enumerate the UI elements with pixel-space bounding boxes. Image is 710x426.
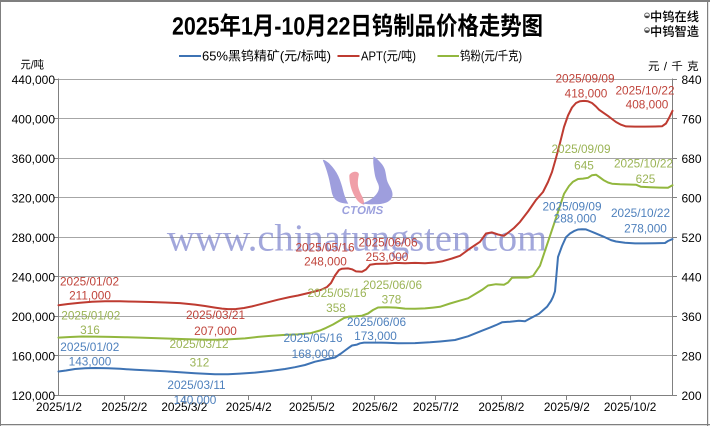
svg-text:2025/03/12: 2025/03/12 (169, 337, 228, 351)
svg-text:2025/10/22: 2025/10/22 (614, 157, 673, 171)
svg-text:143,000: 143,000 (69, 355, 112, 369)
svg-text:2025/06/06: 2025/06/06 (358, 236, 417, 250)
svg-text:312: 312 (190, 356, 210, 370)
svg-text:2025/9/2: 2025/9/2 (544, 400, 590, 414)
svg-text:2025/03/11: 2025/03/11 (167, 378, 225, 392)
svg-text:408,000: 408,000 (626, 98, 669, 112)
svg-text:2025/01/02: 2025/01/02 (60, 275, 119, 289)
svg-text:www.chinatungsten.com: www.chinatungsten.com (167, 218, 547, 260)
svg-text:2025/01/02: 2025/01/02 (61, 309, 120, 323)
svg-text:358: 358 (326, 301, 346, 315)
svg-text:645: 645 (574, 159, 594, 173)
svg-text:2025/5/2: 2025/5/2 (289, 400, 335, 414)
svg-text:2025/05/16: 2025/05/16 (283, 331, 342, 345)
svg-text:2025/2/2: 2025/2/2 (101, 400, 147, 414)
svg-text:2025/05/16: 2025/05/16 (307, 286, 366, 300)
svg-text:2025/05/16: 2025/05/16 (295, 241, 354, 255)
svg-text:168,000: 168,000 (292, 347, 335, 361)
svg-text:2025/01/02: 2025/01/02 (60, 340, 119, 354)
svg-text:200,000: 200,000 (12, 310, 56, 324)
svg-text:440: 440 (682, 271, 702, 285)
svg-text:207,000: 207,000 (194, 324, 237, 338)
svg-text:2025/6/2: 2025/6/2 (352, 400, 398, 414)
svg-text:2025/7/2: 2025/7/2 (413, 400, 459, 414)
svg-text:211,000: 211,000 (69, 289, 111, 303)
svg-text:400,000: 400,000 (12, 113, 56, 127)
svg-text:360,000: 360,000 (12, 152, 56, 166)
svg-text:2025/4/2: 2025/4/2 (226, 400, 272, 414)
svg-text:280: 280 (682, 350, 702, 364)
svg-text:253,000: 253,000 (366, 250, 409, 264)
svg-text:2025/10/22: 2025/10/22 (615, 84, 674, 98)
svg-text:760: 760 (682, 113, 702, 127)
svg-text:120,000: 120,000 (12, 389, 56, 403)
svg-text:680: 680 (682, 152, 702, 166)
svg-text:288,000: 288,000 (554, 212, 597, 226)
svg-text:520: 520 (682, 231, 702, 245)
svg-text:625: 625 (636, 172, 656, 186)
svg-text:378: 378 (382, 293, 402, 307)
svg-text:248,000: 248,000 (304, 255, 347, 269)
svg-text:2025/06/06: 2025/06/06 (363, 278, 422, 292)
svg-text:173,000: 173,000 (354, 329, 397, 343)
svg-text:140,000: 140,000 (174, 393, 217, 407)
svg-text:2025/10/2: 2025/10/2 (604, 400, 656, 414)
svg-text:160,000: 160,000 (12, 350, 56, 364)
svg-text:2025/8/2: 2025/8/2 (478, 400, 524, 414)
svg-text:2025/03/21: 2025/03/21 (186, 308, 245, 322)
svg-text:2025/06/06: 2025/06/06 (347, 315, 406, 329)
svg-text:240,000: 240,000 (12, 271, 56, 285)
svg-text:278,000: 278,000 (624, 222, 667, 236)
svg-text:418,000: 418,000 (565, 87, 608, 101)
svg-text:316: 316 (80, 323, 100, 337)
svg-text:2025/1/2: 2025/1/2 (36, 400, 82, 414)
svg-text:2025/09/09: 2025/09/09 (555, 72, 614, 86)
svg-text:200: 200 (682, 389, 702, 403)
svg-text:2025/09/09: 2025/09/09 (551, 142, 610, 156)
svg-text:2025/09/09: 2025/09/09 (542, 200, 601, 214)
svg-text:2025/10/22: 2025/10/22 (611, 206, 670, 220)
svg-text:840: 840 (682, 73, 702, 87)
svg-text:600: 600 (682, 192, 702, 206)
svg-text:360: 360 (682, 310, 702, 324)
svg-text:320,000: 320,000 (12, 192, 56, 206)
svg-text:280,000: 280,000 (12, 231, 56, 245)
svg-text:440,000: 440,000 (12, 73, 56, 87)
svg-text:2025/3/2: 2025/3/2 (161, 400, 207, 414)
